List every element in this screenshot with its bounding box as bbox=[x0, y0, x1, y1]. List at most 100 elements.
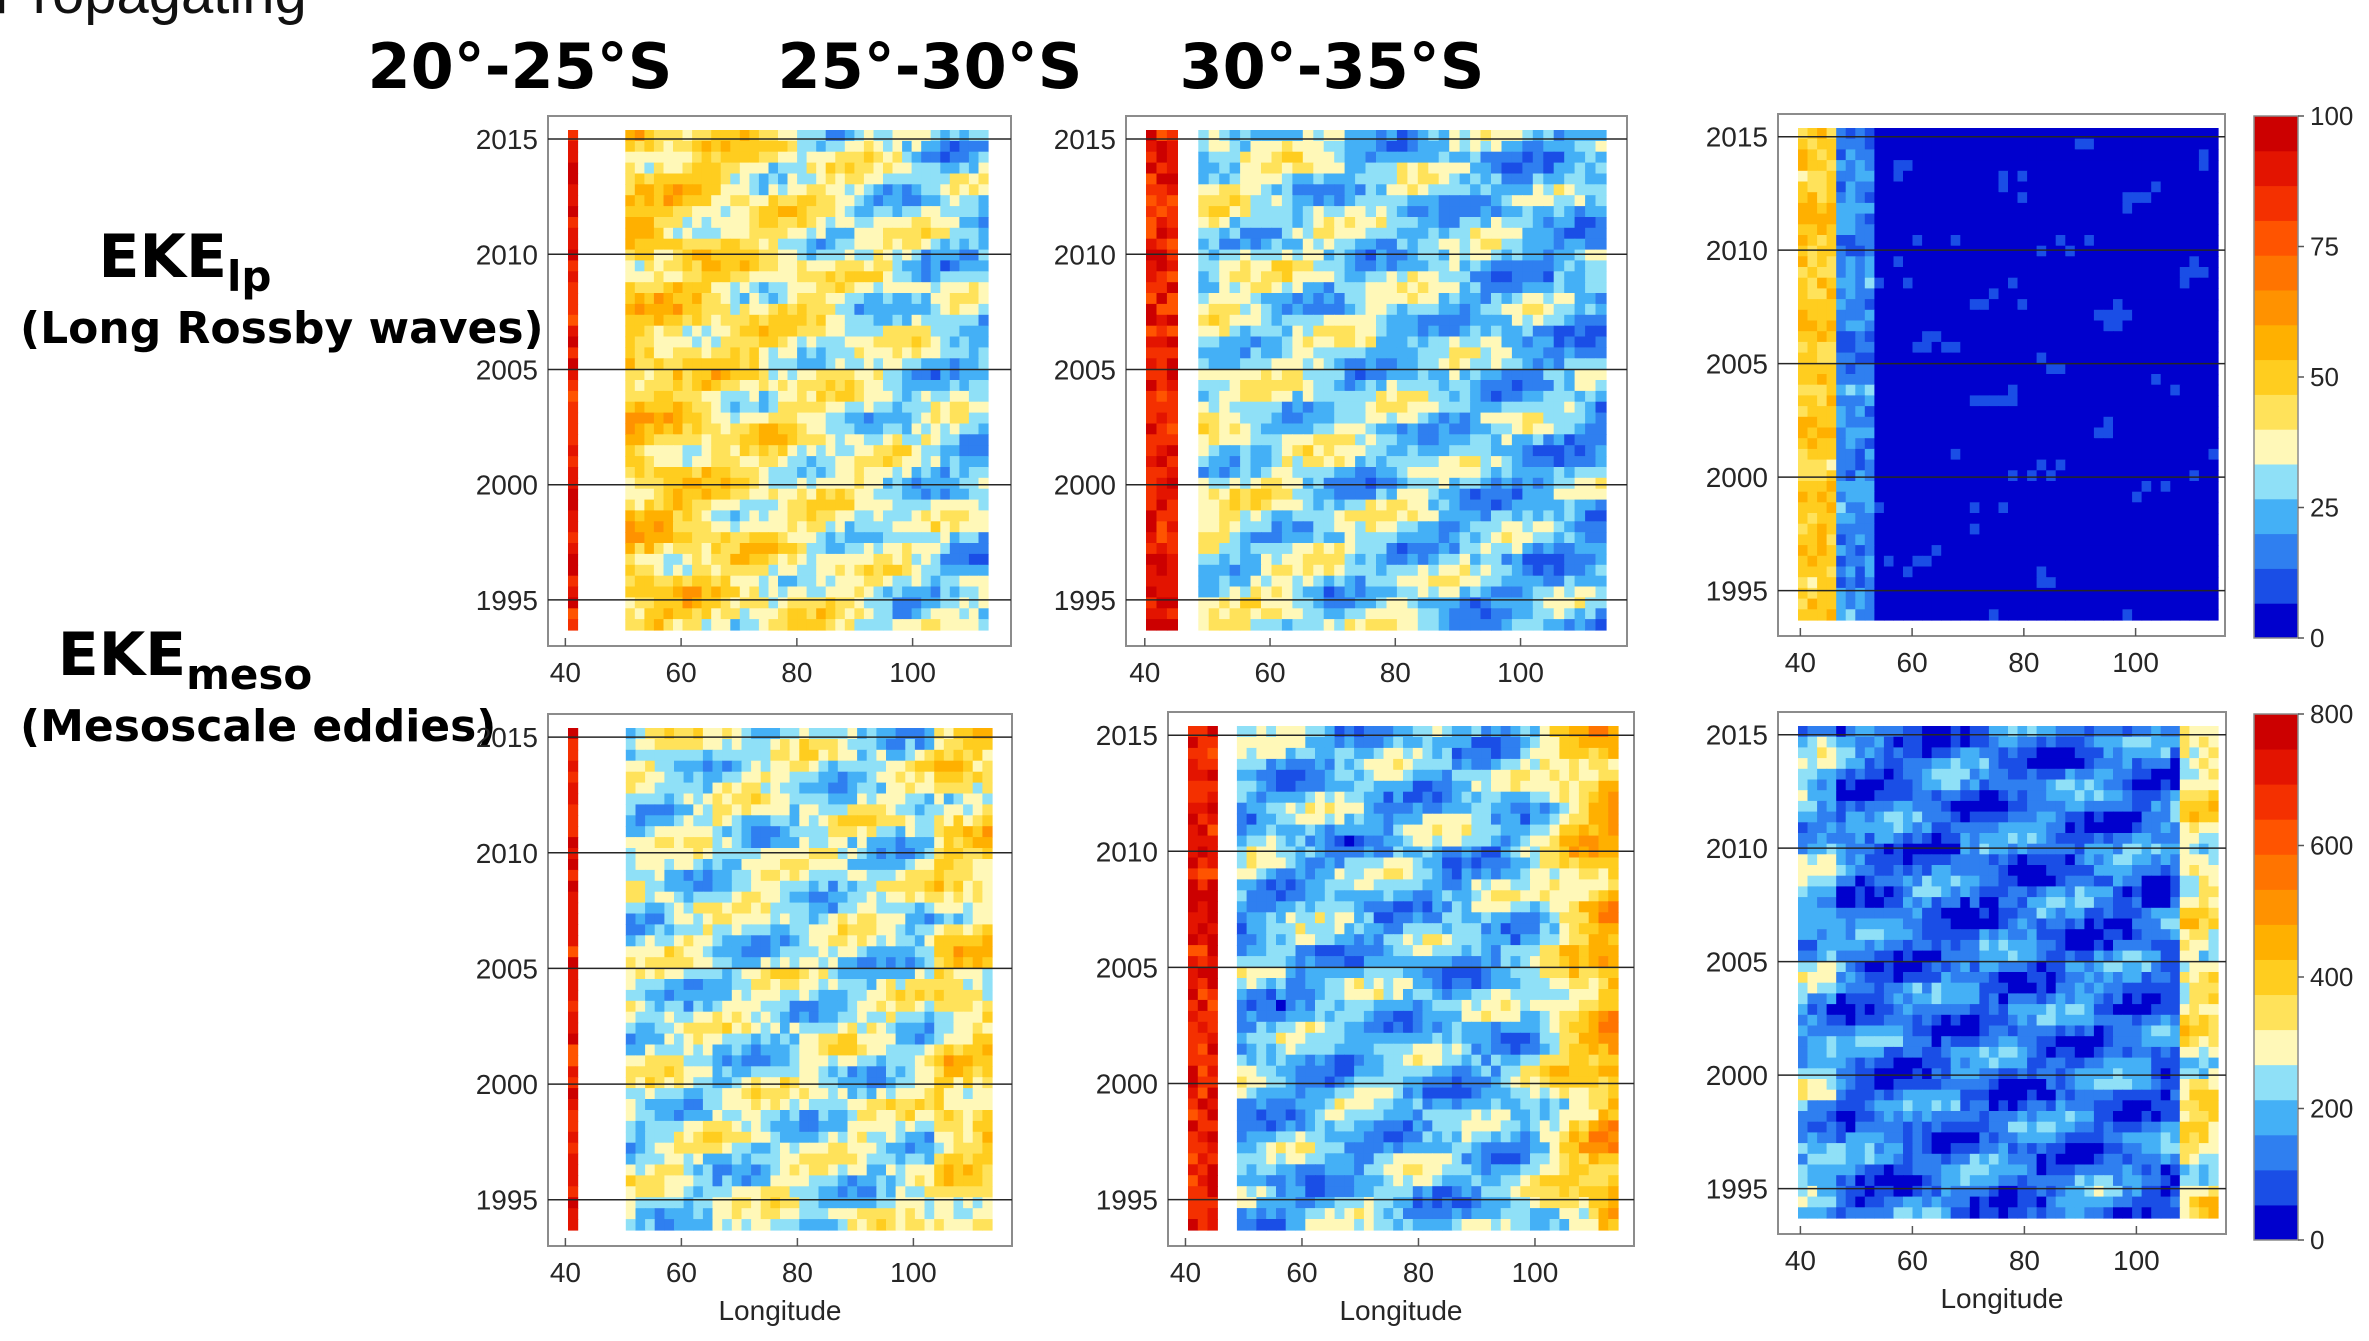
heatmap-cell bbox=[950, 521, 960, 533]
heatmap-cell bbox=[1209, 239, 1220, 251]
heatmap-cell bbox=[1817, 406, 1827, 417]
heatmap-cell bbox=[874, 478, 884, 490]
heatmap-cell bbox=[2027, 310, 2037, 321]
heatmap-cell bbox=[807, 391, 817, 403]
heatmap-cell bbox=[2056, 160, 2066, 171]
heatmap-cell bbox=[1533, 174, 1544, 186]
heatmap-cell bbox=[1198, 184, 1209, 196]
heatmap-cell bbox=[1282, 597, 1293, 609]
heatmap-cell bbox=[778, 521, 788, 533]
column-title-3: 30°-35°S bbox=[1072, 30, 1592, 103]
heatmap-cell bbox=[1292, 391, 1303, 403]
heatmap-cell bbox=[644, 565, 654, 577]
heatmap-cell bbox=[1219, 152, 1230, 164]
heatmap-cell bbox=[683, 510, 693, 522]
heatmap-cell bbox=[1209, 521, 1220, 533]
heatmap-cell bbox=[1449, 152, 1460, 164]
heatmap-cell bbox=[2161, 171, 2171, 182]
heatmap-cell bbox=[635, 271, 645, 283]
heatmap-cell bbox=[1522, 347, 1533, 359]
heatmap-cell bbox=[893, 152, 903, 164]
heatmap-cell bbox=[1522, 239, 1533, 251]
heatmap-cell bbox=[769, 500, 779, 512]
heatmap-cell bbox=[1366, 304, 1377, 316]
heatmap-cell bbox=[1922, 385, 1932, 396]
heatmap-cell bbox=[1596, 587, 1607, 599]
heatmap-cell bbox=[1313, 576, 1324, 588]
heatmap-cell bbox=[1272, 174, 1283, 186]
heatmap-cell bbox=[835, 304, 845, 316]
heatmap-cell bbox=[797, 250, 807, 262]
heatmap-cell bbox=[1366, 597, 1377, 609]
heatmap-cell bbox=[1219, 304, 1230, 316]
heatmap-cell bbox=[759, 369, 769, 381]
heatmap-cell bbox=[1596, 413, 1607, 425]
heatmap-cell bbox=[874, 217, 884, 229]
heatmap-cell bbox=[1230, 174, 1241, 186]
heatmap-cell bbox=[2104, 385, 2114, 396]
heatmap-cell bbox=[1230, 619, 1241, 631]
heatmap-cell bbox=[664, 510, 674, 522]
heatmap-cell bbox=[1387, 587, 1398, 599]
heatmap-cell bbox=[749, 565, 759, 577]
heatmap-cell bbox=[1428, 434, 1439, 446]
heatmap-cell bbox=[788, 358, 798, 370]
heatmap-cell bbox=[2189, 310, 2199, 321]
heatmap-cell bbox=[854, 358, 864, 370]
heatmap-cell bbox=[1970, 417, 1980, 428]
heatmap-cell bbox=[788, 478, 798, 490]
heatmap-cell bbox=[778, 500, 788, 512]
heatmap-cell bbox=[1449, 184, 1460, 196]
heatmap-cell bbox=[730, 250, 740, 262]
heatmap-cell bbox=[1533, 391, 1544, 403]
heatmap-cell bbox=[807, 206, 817, 218]
heatmap-cell bbox=[1439, 337, 1450, 349]
heatmap-cell bbox=[1502, 217, 1513, 229]
heatmap-cell bbox=[1564, 565, 1575, 577]
heatmap-cell bbox=[1397, 326, 1408, 338]
heatmap-cell bbox=[711, 369, 721, 381]
heatmap-cell bbox=[788, 500, 798, 512]
heatmap-cell bbox=[1836, 246, 1846, 257]
heatmap-cell bbox=[625, 195, 635, 207]
heatmap-cell bbox=[1884, 171, 1894, 182]
heatmap-cell bbox=[1922, 395, 1932, 406]
heatmap-cell bbox=[2180, 246, 2190, 257]
heatmap-cell bbox=[1970, 128, 1980, 139]
heatmap-cell bbox=[711, 358, 721, 370]
heatmap-cell bbox=[835, 337, 845, 349]
heatmap-cell bbox=[1303, 358, 1314, 370]
heatmap-cell bbox=[740, 282, 750, 294]
heatmap-cell bbox=[2075, 149, 2085, 160]
heatmap-cell bbox=[1932, 331, 1942, 342]
heatmap-cell bbox=[1543, 174, 1554, 186]
heatmap-cell bbox=[1894, 149, 1904, 160]
heatmap-cell bbox=[1240, 424, 1251, 436]
heatmap-cell bbox=[1999, 246, 2009, 257]
heatmap-cell bbox=[1798, 374, 1808, 385]
heatmap-cell bbox=[1355, 293, 1366, 305]
heatmap-cell bbox=[1230, 402, 1241, 414]
heatmap-cell bbox=[2075, 310, 2085, 321]
heatmap-cell bbox=[1428, 587, 1439, 599]
heatmap-cell bbox=[692, 413, 702, 425]
heatmap-cell bbox=[1366, 228, 1377, 240]
heatmap-cell bbox=[1827, 299, 1837, 310]
heatmap-cell bbox=[1261, 337, 1272, 349]
heatmap-cell bbox=[1865, 224, 1875, 235]
heatmap-cell bbox=[1585, 380, 1596, 392]
heatmap-cell bbox=[1355, 467, 1366, 479]
heatmap-cell bbox=[1240, 380, 1251, 392]
heatmap-cell bbox=[2094, 256, 2104, 267]
heatmap-cell bbox=[1209, 195, 1220, 207]
heatmap-cell bbox=[1366, 434, 1377, 446]
heatmap-cell bbox=[769, 456, 779, 468]
heatmap-cell bbox=[1827, 406, 1837, 417]
heatmap-cell bbox=[1502, 337, 1513, 349]
heatmap-cell bbox=[883, 174, 893, 186]
heatmap-cell bbox=[1808, 235, 1818, 246]
heatmap-cell bbox=[854, 260, 864, 272]
heatmap-cell bbox=[1366, 358, 1377, 370]
heatmap-cell bbox=[1575, 413, 1586, 425]
heatmap-cell bbox=[711, 543, 721, 555]
